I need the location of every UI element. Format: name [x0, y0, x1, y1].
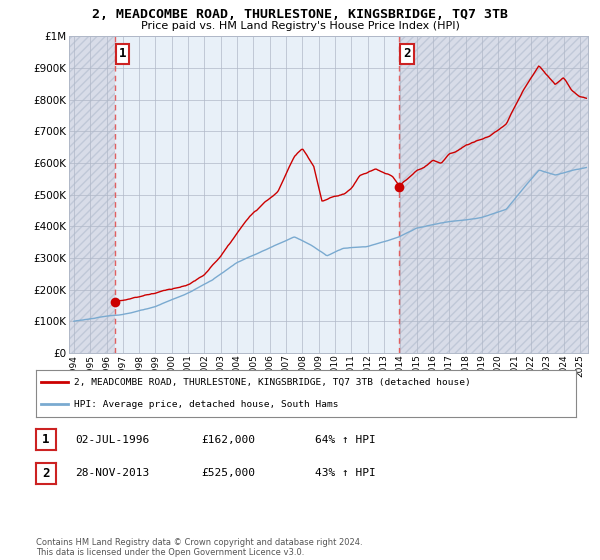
- Text: 2: 2: [42, 466, 50, 480]
- Text: £162,000: £162,000: [201, 435, 255, 445]
- Text: 2, MEADCOMBE ROAD, THURLESTONE, KINGSBRIDGE, TQ7 3TB (detached house): 2, MEADCOMBE ROAD, THURLESTONE, KINGSBRI…: [74, 378, 470, 387]
- Bar: [69, 36, 115, 353]
- Text: 28-NOV-2013: 28-NOV-2013: [75, 468, 149, 478]
- Text: 2, MEADCOMBE ROAD, THURLESTONE, KINGSBRIDGE, TQ7 3TB: 2, MEADCOMBE ROAD, THURLESTONE, KINGSBRI…: [92, 8, 508, 21]
- Text: 1: 1: [119, 48, 126, 60]
- Text: HPI: Average price, detached house, South Hams: HPI: Average price, detached house, Sout…: [74, 400, 338, 409]
- Text: Contains HM Land Registry data © Crown copyright and database right 2024.
This d: Contains HM Land Registry data © Crown c…: [36, 538, 362, 557]
- Text: 2: 2: [403, 48, 410, 60]
- Text: 43% ↑ HPI: 43% ↑ HPI: [315, 468, 376, 478]
- Text: 1: 1: [42, 433, 50, 446]
- Text: £525,000: £525,000: [201, 468, 255, 478]
- Bar: [399, 36, 588, 353]
- Text: Price paid vs. HM Land Registry's House Price Index (HPI): Price paid vs. HM Land Registry's House …: [140, 21, 460, 31]
- Text: 02-JUL-1996: 02-JUL-1996: [75, 435, 149, 445]
- Text: 64% ↑ HPI: 64% ↑ HPI: [315, 435, 376, 445]
